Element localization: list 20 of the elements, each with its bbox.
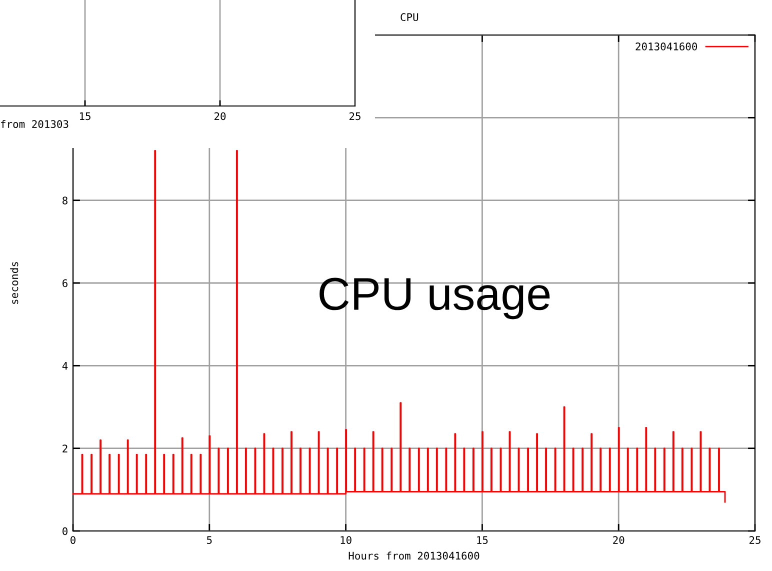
y-axis-title: seconds — [10, 262, 18, 304]
y-tick-label: 8 — [62, 196, 68, 204]
x-tick-label: 5 — [206, 536, 212, 544]
x-tick-label: 15 — [477, 536, 488, 544]
x-tick-label: 0 — [70, 536, 76, 544]
y-tick-label: 6 — [62, 279, 68, 288]
text: from 201303 — [0, 120, 68, 128]
x-tick-label: 25 — [750, 536, 760, 544]
annotation: 25 — [350, 112, 360, 120]
y-tick-label: 2 — [62, 444, 68, 452]
annotation: CPU usage — [320, 278, 550, 320]
legend-label: 2013041600 — [636, 42, 698, 50]
y-tick-label: 4 — [62, 362, 68, 370]
y-tick-label: 0 — [62, 527, 68, 536]
x-tick-label: 20 — [613, 536, 624, 544]
annotation: 15 — [80, 112, 90, 120]
annotation: 20 — [214, 112, 226, 120]
x-axis-title: Hours from 2013041600 — [348, 552, 480, 560]
x-tick-label: 10 — [340, 536, 352, 544]
chart-title: CPU — [400, 13, 418, 22]
